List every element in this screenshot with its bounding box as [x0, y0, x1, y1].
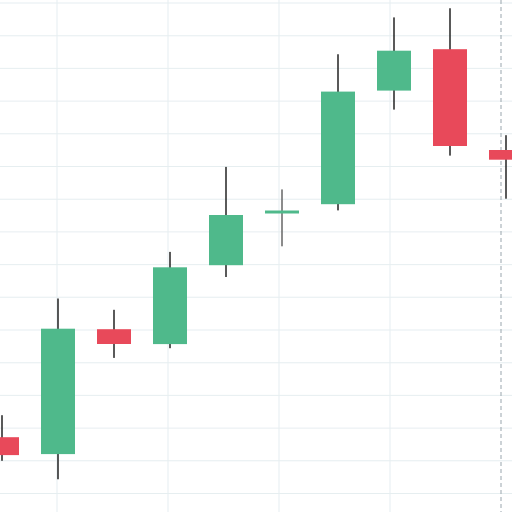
- candle-body: [0, 437, 19, 456]
- candle[interactable]: [489, 135, 512, 199]
- candle[interactable]: [321, 54, 355, 211]
- candle-body: [97, 329, 131, 344]
- candle-body: [489, 150, 512, 160]
- candle[interactable]: [377, 17, 411, 110]
- candle[interactable]: [153, 251, 187, 349]
- candle-body: [41, 328, 75, 455]
- candle[interactable]: [41, 298, 75, 480]
- candle[interactable]: [433, 8, 467, 156]
- candle-body: [377, 50, 411, 91]
- candle[interactable]: [209, 166, 243, 277]
- candle-body: [153, 267, 187, 345]
- candle[interactable]: [0, 415, 19, 461]
- candle[interactable]: [97, 309, 131, 358]
- candle-body: [265, 210, 299, 214]
- candle[interactable]: [265, 189, 299, 247]
- candle-body: [209, 215, 243, 266]
- candle-body: [321, 91, 355, 205]
- candle-body: [433, 49, 467, 147]
- candles: [0, 8, 512, 480]
